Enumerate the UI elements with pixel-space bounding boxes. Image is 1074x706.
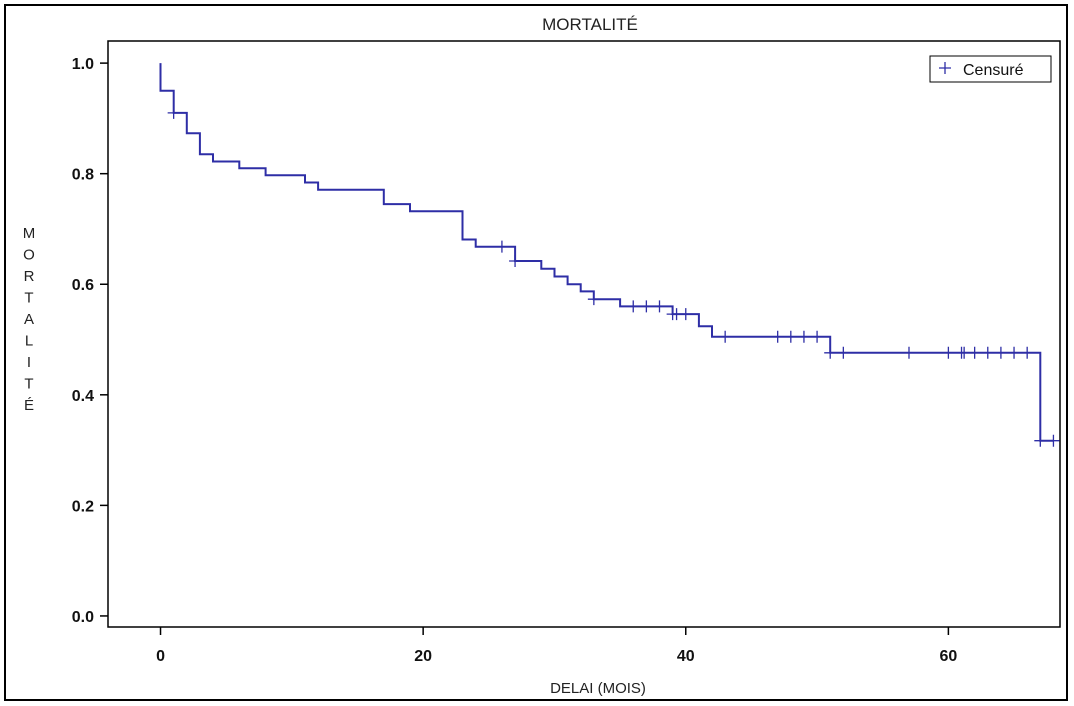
censored-marker	[495, 240, 508, 253]
censored-marker	[1034, 434, 1047, 447]
x-axis-label: DELAI (MOIS)	[550, 680, 646, 697]
censored-marker	[797, 330, 810, 343]
x-tick-label: 0	[156, 648, 165, 665]
x-tick-label: 40	[677, 648, 695, 665]
legend-label: Censuré	[963, 62, 1024, 79]
censored-marker	[640, 300, 653, 313]
censored-marker	[981, 346, 994, 359]
censored-marker	[994, 346, 1007, 359]
y-axis: 0.0 0.2 0.4 0.6 0.8 1.0	[72, 56, 108, 626]
x-axis: 0 20 40 60	[156, 627, 957, 665]
y-tick-label: 1.0	[72, 56, 94, 73]
y-axis-label-letter: R	[24, 268, 35, 285]
legend-marker-path	[939, 62, 951, 74]
y-axis-label: MORTALITÉ	[23, 225, 36, 414]
censored-marker	[824, 346, 837, 359]
y-axis-label-letter: É	[24, 397, 34, 414]
chart-title: MORTALITÉ	[542, 15, 638, 34]
survival-curve-line	[159, 63, 1054, 442]
legend-box	[929, 55, 1052, 83]
censored-marker	[902, 346, 915, 359]
censored-marker	[1021, 346, 1034, 359]
x-tick-label: 60	[939, 648, 957, 665]
y-axis-label-letter: T	[24, 376, 33, 393]
y-axis-label-letter: T	[24, 290, 33, 307]
censored-marker	[837, 346, 850, 359]
censored-marker	[1047, 434, 1060, 447]
censored-marker	[968, 346, 981, 359]
y-axis-label-letter: I	[27, 354, 31, 371]
censored-markers	[167, 106, 1060, 447]
y-tick-label: 0.8	[72, 167, 94, 184]
censored-marker	[653, 300, 666, 313]
censored-marker	[587, 293, 600, 306]
censored-marker	[811, 330, 824, 343]
y-axis-label-letter: M	[23, 225, 36, 242]
y-axis-label-letter: A	[24, 311, 34, 328]
legend: Censuré	[929, 55, 1052, 83]
censored-marker	[958, 346, 971, 359]
y-tick-label: 0.4	[72, 388, 94, 405]
censored-marker	[509, 255, 522, 268]
y-tick-label: 0.2	[72, 498, 94, 515]
censored-marker	[167, 106, 180, 119]
censored-marker	[1008, 346, 1021, 359]
y-tick-label: 0.6	[72, 277, 94, 294]
y-tick-label: 0.0	[72, 609, 94, 626]
y-axis-label-letter: L	[25, 333, 33, 350]
legend-marker-plus-icon	[939, 62, 951, 74]
x-tick-label: 20	[414, 648, 432, 665]
censored-marker	[784, 330, 797, 343]
censored-marker	[942, 346, 955, 359]
censored-marker	[771, 330, 784, 343]
censored-marker	[679, 308, 692, 321]
censored-marker	[719, 330, 732, 343]
censored-marker	[627, 300, 640, 313]
plot-area	[107, 40, 1061, 628]
y-axis-label-letter: O	[23, 247, 35, 264]
